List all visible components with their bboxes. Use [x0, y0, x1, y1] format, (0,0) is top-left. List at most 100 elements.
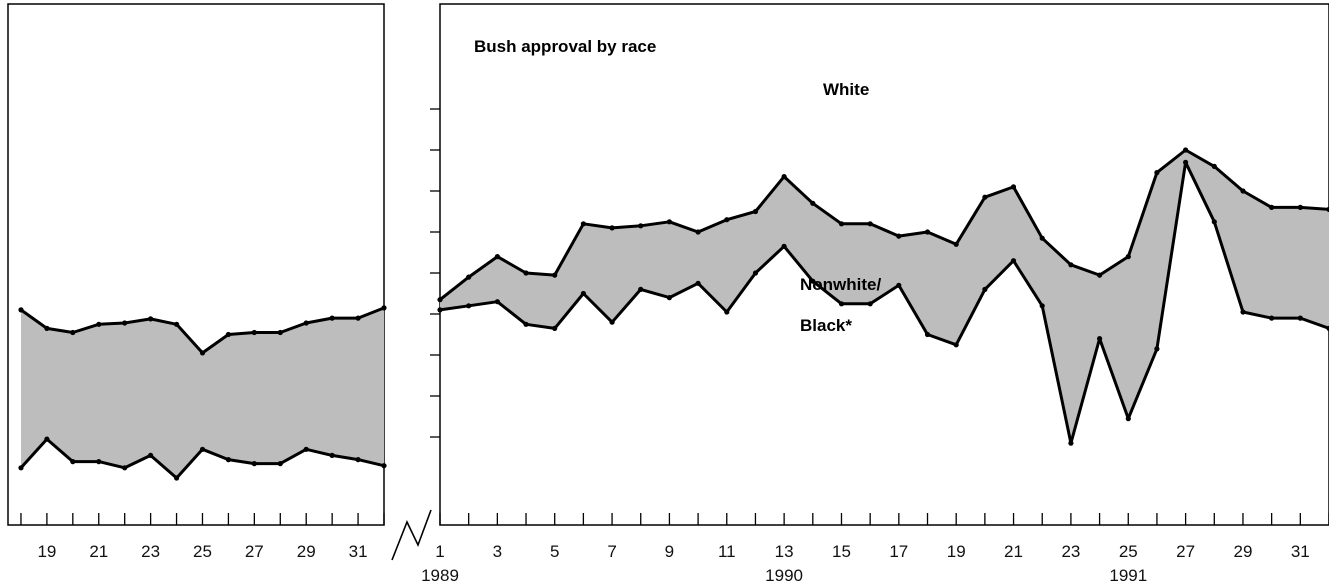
point-right-lower-10 [695, 280, 701, 286]
point-right-lower-14 [810, 278, 816, 284]
x-tick-label-right-5: 5 [550, 542, 559, 561]
point-right-upper-22 [1039, 235, 1045, 241]
point-right-upper-23 [1068, 262, 1074, 268]
point-right-lower-30 [1269, 315, 1275, 321]
point-right-upper-15 [838, 221, 845, 227]
series-line-right-upper [439, 148, 1329, 301]
left-panel-frame [7, 3, 385, 526]
point-right-upper-13 [781, 174, 787, 180]
point-right-lower-1 [437, 307, 443, 313]
point-right-upper-10 [695, 229, 701, 235]
point-right-upper-30 [1269, 204, 1275, 210]
point-right-upper-24 [1097, 272, 1103, 278]
point-left-upper-24 [174, 321, 180, 327]
series-label-nonwhite-line2: Black* [800, 316, 852, 335]
point-left-lower-22 [122, 465, 128, 471]
x-tick-label-left-31: 31 [349, 542, 368, 561]
point-right-upper-16 [867, 221, 873, 227]
point-right-upper-26 [1154, 170, 1160, 176]
point-right-lower-3 [494, 299, 500, 305]
point-left-upper-23 [148, 316, 154, 322]
point-right-upper-12 [752, 208, 759, 215]
point-left-lower-27 [251, 461, 257, 467]
x-tick-label-right-29: 29 [1234, 542, 1253, 561]
x-tick-label-right-19: 19 [947, 542, 966, 561]
point-right-lower-20 [982, 286, 988, 292]
band-right [440, 150, 1329, 444]
x-tick-label-right-21: 21 [1004, 542, 1023, 561]
point-right-lower-2 [466, 303, 472, 309]
point-left-upper-22 [122, 320, 128, 326]
year-label-1989: 1989 [421, 566, 459, 585]
point-right-lower-11 [724, 309, 730, 315]
x-tick-label-right-1: 1 [435, 542, 444, 561]
point-right-lower-21 [1010, 258, 1017, 264]
point-right-upper-9 [666, 219, 673, 225]
x-tick-label-right-13: 13 [775, 542, 794, 561]
point-left-upper-31 [355, 315, 361, 321]
x-tick-label-left-19: 19 [37, 542, 56, 561]
point-right-upper-14 [810, 200, 816, 206]
series-label-white: White [823, 80, 869, 99]
point-right-upper-11 [724, 217, 730, 223]
point-left-lower-26 [225, 457, 231, 463]
x-tick-label-right-31: 31 [1291, 542, 1310, 561]
series-line-right-lower [439, 160, 1329, 445]
right-panel-frame [439, 3, 1329, 526]
point-left-upper-26 [225, 331, 231, 338]
point-left-lower-21 [96, 459, 102, 465]
x-tick-label-right-7: 7 [607, 542, 616, 561]
point-left-upper-25 [199, 350, 206, 356]
chart-title: Bush approval by race [474, 37, 656, 56]
point-left-lower-25 [199, 446, 206, 452]
point-right-upper-27 [1183, 147, 1189, 153]
point-right-lower-8 [638, 286, 644, 292]
year-label-1990: 1990 [765, 566, 803, 585]
point-right-upper-8 [638, 223, 644, 229]
point-left-lower-30 [329, 452, 335, 458]
x-tick-label-right-17: 17 [889, 542, 908, 561]
point-right-upper-25 [1125, 254, 1131, 260]
x-tick-label-left-29: 29 [297, 542, 316, 561]
point-right-lower-13 [781, 243, 787, 249]
series-label-nonwhite-line1: Nonwhite/ [800, 275, 881, 294]
point-left-lower-18 [18, 465, 24, 471]
point-left-upper-29 [303, 320, 309, 326]
point-left-lower-32 [381, 463, 387, 469]
point-right-upper-32 [1326, 206, 1329, 212]
point-right-upper-19 [953, 241, 959, 247]
point-right-lower-4 [523, 321, 529, 327]
point-right-upper-3 [494, 254, 500, 260]
x-tick-label-left-25: 25 [193, 542, 212, 561]
point-right-lower-9 [666, 295, 673, 301]
x-tick-label-right-15: 15 [832, 542, 851, 561]
point-left-lower-28 [277, 461, 283, 467]
point-right-lower-28 [1211, 219, 1217, 225]
point-right-upper-5 [552, 272, 558, 278]
point-right-lower-18 [924, 331, 931, 338]
point-left-upper-20 [70, 329, 76, 336]
x-tick-label-right-3: 3 [493, 542, 502, 561]
point-left-lower-24 [174, 475, 180, 481]
point-right-lower-25 [1125, 416, 1131, 422]
point-left-lower-29 [303, 446, 309, 452]
point-left-lower-20 [70, 459, 76, 465]
point-right-lower-29 [1240, 309, 1246, 315]
point-right-upper-28 [1211, 163, 1217, 169]
point-left-lower-19 [44, 436, 50, 442]
x-tick-label-left-27: 27 [245, 542, 264, 561]
x-tick-label-right-11: 11 [718, 542, 736, 561]
point-left-upper-18 [18, 307, 24, 313]
point-right-upper-20 [982, 194, 988, 200]
point-left-lower-31 [355, 457, 361, 463]
point-left-upper-28 [277, 329, 283, 336]
point-right-upper-18 [924, 229, 931, 235]
year-label-1991: 1991 [1109, 566, 1147, 585]
point-right-upper-31 [1297, 204, 1303, 210]
point-left-upper-32 [381, 305, 387, 311]
point-right-lower-22 [1039, 303, 1045, 309]
point-right-upper-29 [1240, 188, 1246, 194]
point-right-lower-5 [552, 325, 558, 331]
point-right-upper-1 [437, 297, 443, 303]
